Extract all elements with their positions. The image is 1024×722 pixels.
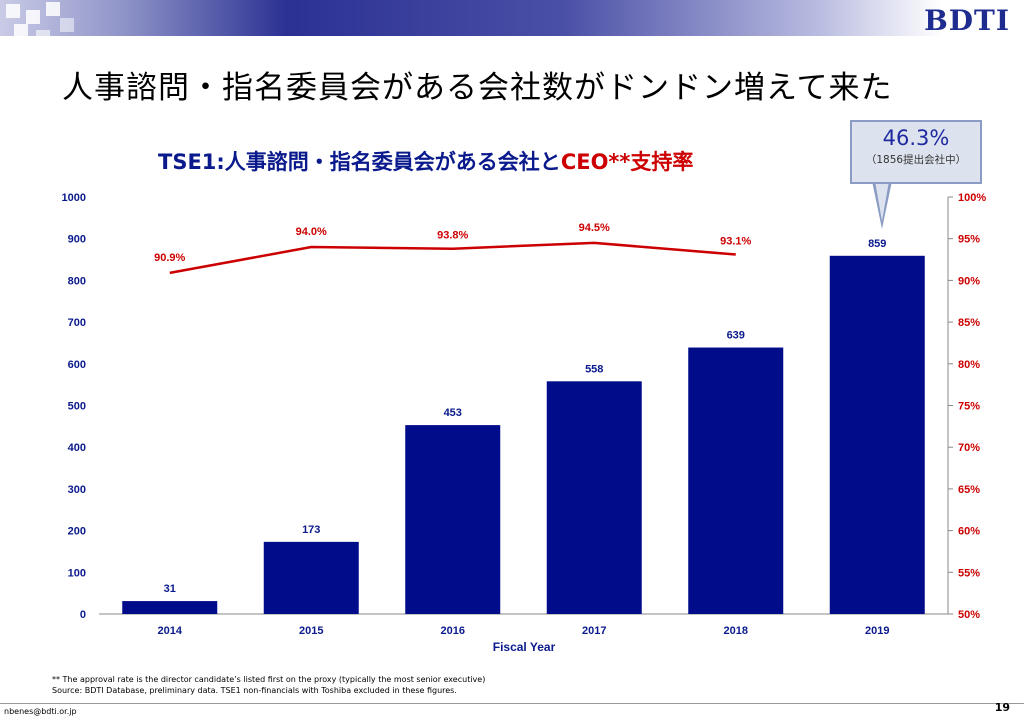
- bar: [263, 541, 359, 614]
- line-value-label: 93.8%: [437, 230, 468, 242]
- y-left-tick-label: 800: [68, 275, 86, 287]
- y-right-tick-label: 70%: [958, 442, 980, 454]
- chart-title: TSE1:人事諮問・指名委員会がある会社とCEO**支持率: [158, 146, 693, 176]
- decorative-squares: [0, 0, 90, 50]
- y-left-tick-label: 100: [68, 567, 86, 579]
- bar-value-label: 558: [585, 363, 603, 375]
- x-tick-label: 2014: [158, 625, 183, 637]
- bottom-rule: [0, 703, 1024, 704]
- line-value-label: 94.5%: [579, 222, 610, 234]
- bdti-logo: BDTI: [924, 4, 1010, 37]
- bar-value-label: 859: [868, 238, 886, 250]
- bar-value-label: 31: [164, 583, 176, 595]
- y-right-tick-label: 75%: [958, 401, 980, 413]
- bar-value-label: 639: [727, 330, 745, 342]
- x-tick-label: 2015: [299, 625, 323, 637]
- line-value-label: 93.1%: [720, 236, 751, 248]
- line-value-label: 94.0%: [296, 226, 327, 238]
- footnote-approval: ** The approval rate is the director can…: [52, 675, 486, 684]
- y-right-tick-label: 90%: [958, 275, 980, 287]
- x-tick-label: 2019: [865, 625, 889, 637]
- callout-box: 46.3% （1856提出会社中）: [850, 120, 982, 184]
- y-left-tick-label: 600: [68, 359, 86, 371]
- callout-value: 46.3%: [882, 126, 950, 150]
- y-left-tick-label: 900: [68, 234, 86, 246]
- y-left-tick-label: 300: [68, 484, 86, 496]
- page-number: 19: [994, 701, 1010, 714]
- bar: [546, 381, 642, 614]
- y-right-tick-label: 85%: [958, 317, 980, 329]
- y-right-tick-label: 55%: [958, 567, 980, 579]
- y-right-tick-label: 95%: [958, 234, 980, 246]
- callout-note: （1856提出会社中）: [865, 154, 967, 166]
- y-left-tick-label: 0: [80, 609, 86, 621]
- y-right-tick-label: 80%: [958, 359, 980, 371]
- y-left-tick-label: 500: [68, 401, 86, 413]
- bar: [688, 347, 784, 614]
- callout-tail-fill: [875, 181, 889, 221]
- x-tick-label: 2017: [582, 625, 606, 637]
- bar: [405, 425, 501, 614]
- ceo-approval-line: [169, 241, 736, 275]
- y-left-tick-label: 400: [68, 442, 86, 454]
- y-left-tick-label: 700: [68, 317, 86, 329]
- y-left-tick-label: 200: [68, 526, 86, 538]
- bar: [829, 255, 925, 614]
- bar-value-label: 453: [444, 407, 462, 419]
- bar: [122, 601, 218, 614]
- line-value-label: 90.9%: [154, 252, 185, 264]
- page-title: 人事諮問・指名委員会がある会社数がドンドン増えて来た: [62, 70, 893, 106]
- email-address: nbenes@bdti.or.jp: [4, 707, 77, 716]
- header-band: [0, 0, 1024, 36]
- y-right-tick-label: 50%: [958, 609, 980, 621]
- y-right-tick-label: 60%: [958, 526, 980, 538]
- y-right-tick-label: 65%: [958, 484, 980, 496]
- x-tick-label: 2018: [724, 625, 748, 637]
- bar-value-label: 173: [302, 524, 320, 536]
- x-axis-title: Fiscal Year: [493, 640, 556, 654]
- footnote-source: Source: BDTI Database, preliminary data.…: [52, 686, 457, 695]
- x-tick-label: 2016: [441, 625, 465, 637]
- y-right-tick-label: 100%: [958, 192, 986, 204]
- chart-title-ceo: CEO**支持率: [560, 150, 694, 174]
- y-left-tick-label: 1000: [62, 192, 86, 204]
- chart-title-main: TSE1:人事諮問・指名委員会がある会社と: [158, 150, 561, 174]
